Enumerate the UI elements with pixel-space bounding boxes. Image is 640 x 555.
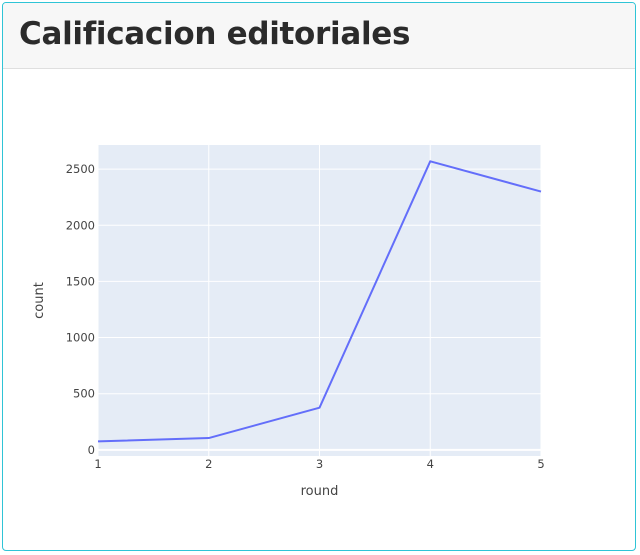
grid-lines xyxy=(97,145,542,456)
y-tick-label: 2000 xyxy=(66,218,95,232)
x-axis-title: round xyxy=(301,484,339,499)
x-tick-label: 4 xyxy=(427,457,434,471)
x-axis-ticks: 1 2 3 4 5 xyxy=(94,457,544,471)
x-tick-label: 1 xyxy=(94,457,101,471)
y-tick-label: 2500 xyxy=(66,162,95,176)
y-axis-ticks: 0 500 1000 1500 2000 2500 xyxy=(66,162,95,457)
y-tick-label: 1000 xyxy=(66,331,95,345)
y-tick-label: 1500 xyxy=(66,274,95,288)
chart-title: Calificacion editoriales xyxy=(19,16,411,52)
series-layer xyxy=(97,160,542,443)
y-axis-title: count xyxy=(32,282,47,319)
card-header: Calificacion editoriales xyxy=(3,3,635,69)
x-tick-label: 2 xyxy=(205,457,212,471)
x-tick-label: 3 xyxy=(316,457,323,471)
y-tick-label: 0 xyxy=(88,443,95,457)
y-tick-label: 500 xyxy=(73,387,95,401)
x-tick-label: 5 xyxy=(537,457,544,471)
